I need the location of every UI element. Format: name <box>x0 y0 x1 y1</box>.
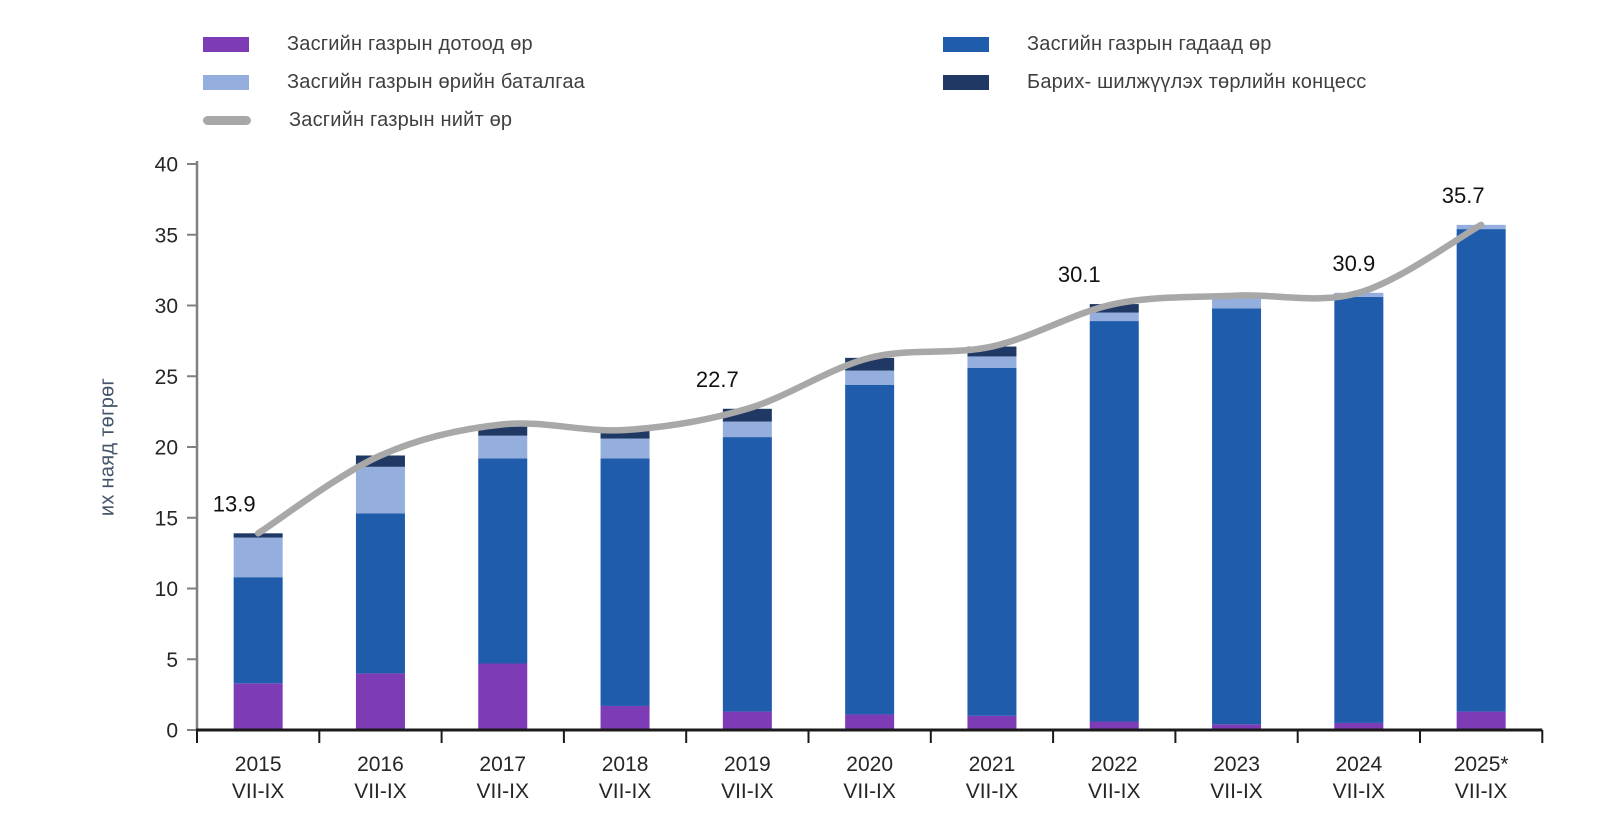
legend-label-external-debt: Засгийн газрын гадаад өр <box>1027 32 1272 55</box>
legend-label-domestic-debt: Засгийн газрын дотоод өр <box>287 32 533 55</box>
y-tick-label: 40 <box>155 154 178 177</box>
x-category-label: 2016 <box>357 753 404 776</box>
bar-segment <box>1089 312 1139 322</box>
data-label: 13.9 <box>213 491 256 516</box>
x-category-subline: VII-IX <box>1333 780 1386 803</box>
bar-segment <box>1334 297 1384 723</box>
x-category-subline: VII-IX <box>354 780 407 803</box>
bar-segment <box>722 437 772 712</box>
x-category-label: 2015 <box>235 753 282 776</box>
data-label: 22.7 <box>696 367 739 392</box>
legend-swatch-domestic-debt <box>203 36 249 52</box>
bar-segment <box>478 424 528 436</box>
bar-segment <box>600 430 650 439</box>
bar-segment <box>233 683 283 730</box>
legend-swatch-concession <box>943 74 989 90</box>
bar-segment <box>1212 308 1262 725</box>
total-debt-line <box>254 221 1485 537</box>
bar-segment <box>845 714 895 730</box>
legend-item-external-debt: Засгийн газрын гадаад өр <box>943 33 1366 55</box>
bar-segment <box>355 673 405 730</box>
y-tick-label: 25 <box>155 366 178 389</box>
legend-item-total-debt: Засгийн газрын нийт өр <box>203 109 585 131</box>
y-tick-label: 0 <box>166 720 178 743</box>
x-category-subline: VII-IX <box>966 780 1019 803</box>
legend-label-concession: Барих- шилжүүлэх төрлийн концесс <box>1027 70 1367 93</box>
bar-segment <box>967 367 1017 716</box>
x-category-label: 2020 <box>846 753 893 776</box>
bar-segment <box>722 711 772 730</box>
bar-segment <box>478 435 528 459</box>
legend-label-total-debt: Засгийн газрын нийт өр <box>289 108 513 131</box>
legend-item-debt-guarantee: Засгийн газрын өрийн баталгаа <box>203 71 585 93</box>
bar-segment <box>355 513 405 674</box>
y-tick-label: 20 <box>155 437 178 460</box>
bar-segment <box>233 537 283 578</box>
bar-segment <box>600 438 650 459</box>
bar-segment <box>233 577 283 684</box>
x-category-label: 2019 <box>724 753 771 776</box>
x-category-label: 2025* <box>1454 753 1509 776</box>
x-category-subline: VII-IX <box>232 780 285 803</box>
bar-segment <box>967 356 1017 368</box>
bar-segment <box>478 458 528 664</box>
legend-label-debt-guarantee: Засгийн газрын өрийн баталгаа <box>287 70 585 93</box>
legend-item-concession: Барих- шилжүүлэх төрлийн концесс <box>943 71 1366 93</box>
bar-segment <box>1089 721 1139 730</box>
legend-item-domestic-debt: Засгийн газрын дотоод өр <box>203 33 585 55</box>
x-category-label: 2024 <box>1335 753 1382 776</box>
x-category-subline: VII-IX <box>599 780 652 803</box>
x-category-label: 2021 <box>969 753 1016 776</box>
x-category-label: 2023 <box>1213 753 1260 776</box>
y-tick-label: 35 <box>155 224 178 247</box>
x-category-label: 2018 <box>602 753 649 776</box>
x-category-label: 2017 <box>479 753 526 776</box>
bar-segment <box>355 455 405 467</box>
legend-left: Засгийн газрын дотоод өр Засгийн газрын … <box>203 33 585 150</box>
legend-swatch-debt-guarantee <box>203 74 249 90</box>
bar-segment <box>1212 724 1262 730</box>
bar-segment <box>1334 722 1384 730</box>
x-category-subline: VII-IX <box>843 780 896 803</box>
bar-segment <box>967 346 1017 357</box>
bar-segment <box>845 370 895 385</box>
bar-segment <box>722 421 772 438</box>
bar-segment <box>355 466 405 514</box>
y-tick-label: 30 <box>155 295 178 318</box>
x-category-label: 2022 <box>1091 753 1138 776</box>
bar-segment <box>1456 229 1506 712</box>
bar-segment <box>967 715 1017 730</box>
legend-swatch-external-debt <box>943 36 989 52</box>
data-label: 30.1 <box>1058 262 1101 287</box>
legend-swatch-total-debt-line <box>203 115 251 125</box>
bar-segment <box>600 705 650 730</box>
x-category-subline: VII-IX <box>476 780 529 803</box>
legend-right: Засгийн газрын гадаад өр Барих- шилжүүлэ… <box>943 33 1366 112</box>
bar-segment <box>1089 321 1139 722</box>
bar-segment <box>845 384 895 715</box>
y-tick-label: 15 <box>155 507 178 530</box>
y-tick-label: 10 <box>155 578 178 601</box>
x-category-subline: VII-IX <box>1210 780 1263 803</box>
y-tick-label: 5 <box>166 649 178 672</box>
data-label: 35.7 <box>1442 183 1485 208</box>
bar-segment <box>1089 304 1139 313</box>
data-label: 30.9 <box>1332 251 1375 276</box>
x-category-subline: VII-IX <box>1455 780 1508 803</box>
x-category-subline: VII-IX <box>1088 780 1141 803</box>
x-category-subline: VII-IX <box>721 780 774 803</box>
bar-segment <box>600 458 650 706</box>
bar-segment <box>1456 711 1506 730</box>
bar-segment <box>478 663 528 730</box>
